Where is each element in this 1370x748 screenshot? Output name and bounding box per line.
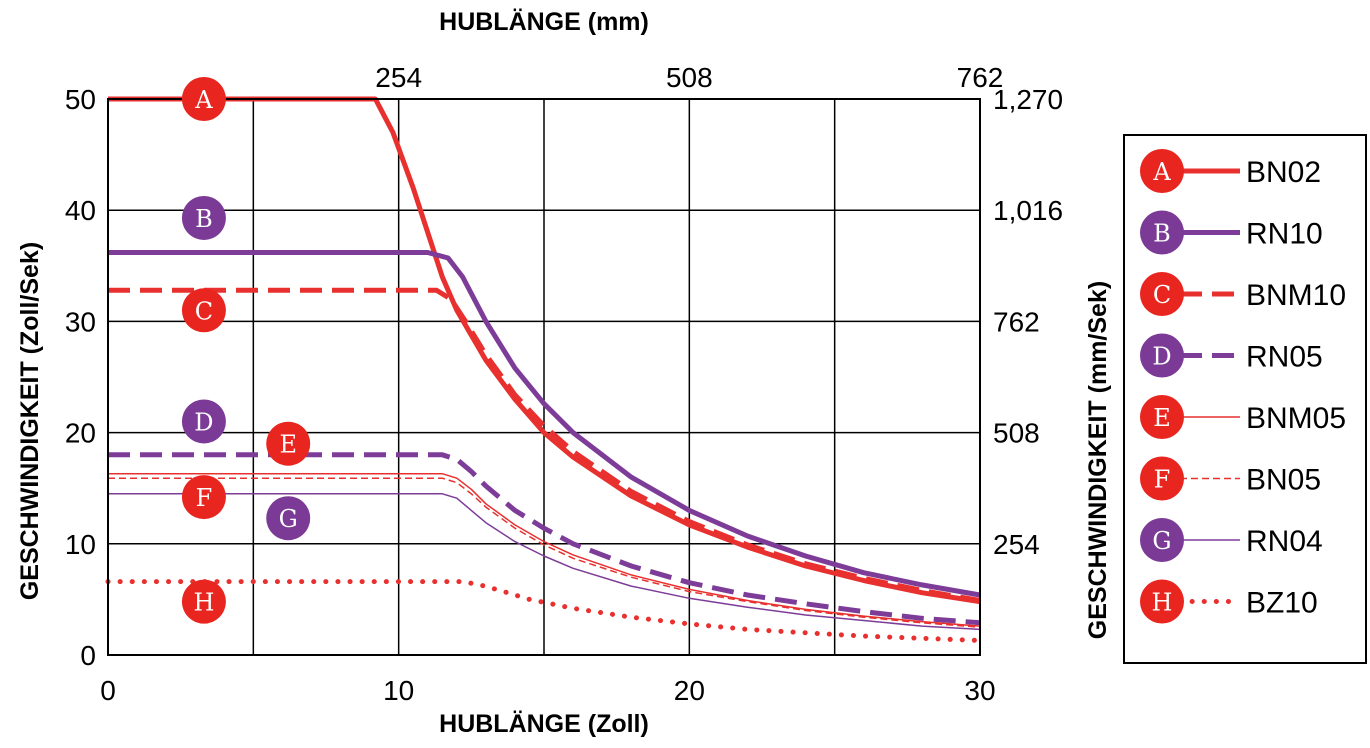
- legend-item-bnm10: C BNM10: [1140, 272, 1346, 316]
- x-tick-label: 0: [100, 675, 116, 706]
- legend-label: BN02: [1246, 156, 1321, 189]
- badge-letter: E: [279, 431, 297, 459]
- legend-item-bz10: H BZ10: [1140, 579, 1318, 624]
- legend-item-rn04: G RN04: [1140, 518, 1323, 562]
- y-tick-label: 50: [65, 84, 96, 115]
- y-tick-label: 20: [65, 418, 96, 449]
- legend-label: RN04: [1246, 525, 1323, 558]
- x-tick-label: 20: [674, 675, 705, 706]
- legend-badge: [1140, 518, 1184, 562]
- series-badge-b: B: [181, 195, 226, 240]
- legend-badge: [1140, 210, 1184, 255]
- series-badges: A B C D E F G H: [181, 77, 311, 624]
- legend-badge-letter: F: [1154, 466, 1171, 494]
- legend-badge: [1140, 395, 1184, 439]
- legend-badge: [1140, 333, 1184, 378]
- series-badge-h: H: [181, 579, 226, 624]
- right-y-tick-label: 1,270: [993, 84, 1063, 115]
- legend-label: BN05: [1246, 464, 1321, 497]
- legend-badge: [1140, 456, 1184, 501]
- tick-labels: 0 10 20 30 254 508 762 0 10 20 30 40 50 254 508 762 1,01…: [65, 62, 1063, 706]
- top-x-tick-label: 762: [957, 62, 1004, 93]
- legend-badge: [1140, 272, 1184, 316]
- legend-item-rn10: B RN10: [1140, 210, 1323, 255]
- legend-badge: [1140, 149, 1184, 193]
- badge-letter: D: [194, 408, 213, 436]
- x-tick-label: 30: [964, 675, 995, 706]
- x-tick-label: 10: [383, 675, 414, 706]
- legend-badge-letter: E: [1153, 404, 1171, 432]
- y-axis-title: GESCHWINDIGKEIT (Zoll/Sek): [16, 242, 44, 600]
- legend-badge-letter: B: [1153, 220, 1171, 248]
- series-line-rn10: [108, 250, 981, 598]
- y-tick-label: 10: [65, 529, 96, 560]
- series-badge-c: C: [181, 288, 226, 333]
- legend-item-rn05: D RN05: [1140, 333, 1323, 378]
- right-y-axis-title: GESCHWINDIGKEIT (mm/Sek): [1084, 281, 1112, 639]
- series-badge-d: D: [181, 399, 226, 444]
- legend-label: BNM10: [1246, 279, 1346, 312]
- series-line-rn05: [108, 452, 981, 626]
- series-line-bnm10: [108, 287, 981, 603]
- right-y-tick-label: 762: [993, 306, 1040, 337]
- x-axis-title: HUBLÄNGE (Zoll): [439, 710, 649, 738]
- y-tick-label: 0: [80, 640, 96, 671]
- badge-letter: A: [194, 86, 213, 114]
- series-line-bnm05: [108, 472, 981, 627]
- y-tick-label: 30: [65, 306, 96, 337]
- top-x-tick-label: 508: [666, 62, 713, 93]
- legend-label: BNM05: [1246, 402, 1346, 435]
- legend-badge-letter: C: [1153, 281, 1171, 309]
- legend-badge-letter: D: [1152, 343, 1171, 371]
- series-line-bn05: [108, 477, 981, 628]
- badge-letter: B: [195, 205, 213, 233]
- legend-badge: [1140, 579, 1184, 624]
- badge-letter: F: [196, 484, 213, 512]
- badge-letter: C: [195, 297, 213, 325]
- legend: A BN02 B RN10 C BNM10 D RN05 E BNM05 F BN05 G RN04 H BZ…: [1140, 149, 1346, 624]
- legend-badge-letter: A: [1152, 158, 1171, 186]
- legend-label: RN05: [1246, 341, 1323, 374]
- series-badge-g: G: [266, 496, 311, 541]
- right-y-tick-label: 254: [993, 529, 1040, 560]
- legend-item-bn05: F BN05: [1140, 456, 1321, 501]
- right-y-tick-label: 508: [993, 418, 1040, 449]
- top-x-tick-label: 254: [375, 62, 422, 93]
- series-badge-e: E: [266, 421, 311, 466]
- series-lines: [105, 96, 983, 643]
- top-x-axis-title: HUBLÄNGE (mm): [439, 8, 649, 36]
- badge-letter: H: [193, 589, 214, 617]
- legend-item-bnm05: E BNM05: [1140, 395, 1346, 439]
- series-badge-f: F: [181, 475, 226, 520]
- series-badge-a: A: [181, 77, 226, 121]
- legend-label: BZ10: [1246, 587, 1318, 620]
- legend-item-bn02: A BN02: [1140, 149, 1321, 193]
- badge-letter: G: [279, 505, 298, 533]
- series-line-rn04: [108, 493, 981, 631]
- plot-frame: [107, 98, 981, 656]
- grid-lines: [108, 99, 980, 655]
- series-line-bz10: [105, 579, 983, 643]
- y-tick-label: 40: [65, 195, 96, 226]
- right-y-tick-label: 1,016: [993, 195, 1063, 226]
- legend-label: RN10: [1246, 218, 1323, 251]
- legend-badge-letter: H: [1152, 589, 1173, 617]
- legend-badge-letter: G: [1152, 527, 1171, 555]
